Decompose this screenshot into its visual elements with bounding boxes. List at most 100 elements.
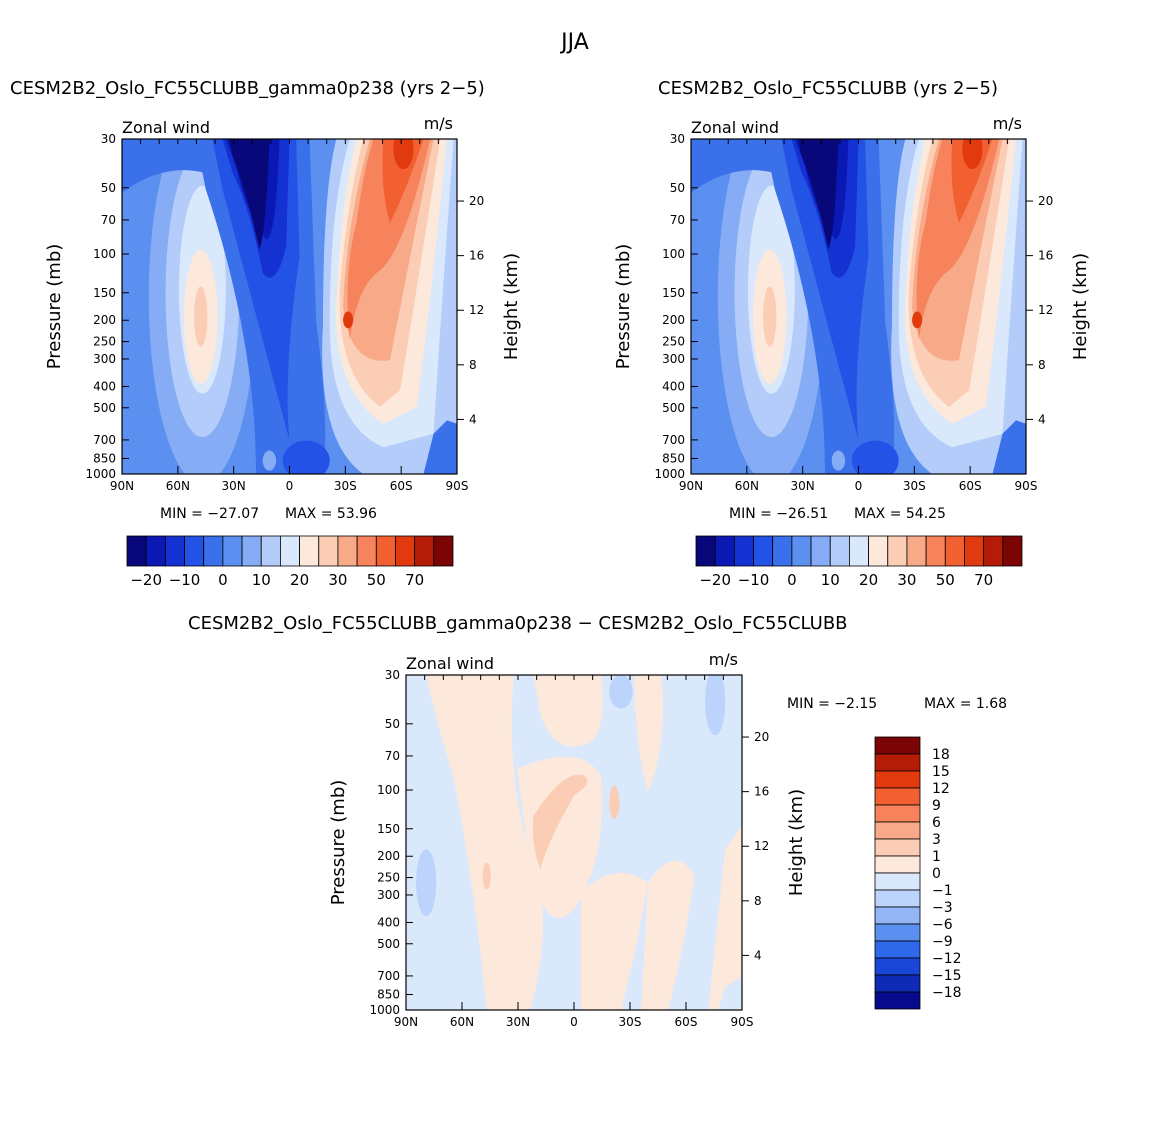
x-tick-label: 90S (731, 1015, 754, 1029)
x-tick-label: 60N (450, 1015, 474, 1029)
contour-diff-pos-spot (609, 785, 620, 820)
height-tick-label: 20 (754, 730, 769, 744)
min-label: MIN = −2.15 (787, 696, 877, 712)
max-label: MAX = 1.68 (924, 696, 1007, 712)
panel-title: CESM2B2_Oslo_FC55CLUBB_gamma0p238 (yrs 2… (10, 78, 485, 99)
colorbar-swatch (874, 821, 921, 840)
colorbar-label: 50 (367, 571, 386, 589)
colorbar-label: 20 (859, 571, 878, 589)
contour-diff-neg-a (416, 849, 437, 917)
variable-label: Zonal wind (691, 118, 779, 137)
x-tick-label: 0 (286, 479, 294, 493)
y-tick-label: 250 (662, 335, 685, 349)
colorbar-swatch (874, 787, 921, 806)
colorbar-swatch (772, 535, 793, 567)
colorbar-swatch (733, 535, 754, 567)
plot-area-1 (122, 139, 457, 474)
colorbar-swatch (753, 535, 774, 567)
colorbar-swatch (874, 804, 921, 823)
colorbar-label: −18 (932, 985, 962, 1001)
x-tick-label: 0 (855, 479, 863, 493)
colorbar-label: 70 (974, 571, 993, 589)
y-tick-label: 700 (662, 433, 685, 447)
y-tick-label: 300 (662, 352, 685, 366)
y-tick-label: 70 (385, 749, 400, 763)
y-tick-label: 500 (377, 937, 400, 951)
colorbar-swatch (925, 535, 946, 567)
contour-tropics-neg25 (229, 139, 270, 250)
y-tick-label: 700 (93, 433, 116, 447)
y-axis-label: Pressure (mb) (613, 244, 634, 370)
contour-diff-surface (718, 976, 742, 1010)
contour-nh-jet-core (763, 286, 777, 347)
colorbar-label: 12 (932, 781, 950, 797)
colorbar-swatch (260, 535, 281, 567)
y-tick-label: 50 (670, 181, 685, 195)
contour-sh-40 (951, 139, 993, 223)
y-axis-label-right: Height (km) (1070, 253, 1091, 360)
y-tick-label: 200 (93, 313, 116, 327)
units-label: m/s (709, 650, 738, 669)
colorbar-swatch (299, 535, 320, 567)
y-tick-label: 300 (377, 888, 400, 902)
colorbar-swatch (280, 535, 300, 567)
colorbar-swatch (337, 535, 358, 567)
y-tick-label: 100 (662, 247, 685, 261)
panel-title: CESM2B2_Oslo_FC55CLUBB_gamma0p238 − CESM… (188, 613, 848, 634)
colorbar-label: 1 (932, 849, 941, 865)
colorbar-swatch (318, 535, 339, 567)
colorbar-label: −10 (738, 571, 770, 589)
x-tick-label: 60N (166, 479, 190, 493)
x-tick-label: 30S (903, 479, 926, 493)
y-tick-label: 150 (93, 286, 116, 300)
contour-surface-easterly (282, 440, 330, 474)
colorbar-label: 70 (405, 571, 424, 589)
height-tick-label: 8 (469, 358, 477, 372)
contour-diff-pos-d (634, 675, 664, 793)
colorbar-swatch (874, 753, 921, 772)
colorbar-swatch (145, 535, 166, 567)
contour-antarctic-surface (992, 420, 1026, 474)
y-tick-label: 1000 (85, 467, 116, 481)
colorbar-label: 50 (936, 571, 955, 589)
x-tick-label: 60S (675, 1015, 698, 1029)
y-tick-label: 100 (93, 247, 116, 261)
height-tick-label: 4 (1038, 412, 1046, 426)
y-tick-label: 500 (93, 401, 116, 415)
colorbar-swatch (791, 535, 812, 567)
contour-sh-polar-night-jet (962, 139, 983, 170)
contour-diff-pos-a (426, 675, 543, 1010)
y-tick-label: 150 (377, 822, 400, 836)
colorbar-swatch (944, 535, 965, 567)
y-tick-label: 30 (385, 668, 400, 682)
colorbar-swatch (874, 974, 921, 993)
contour-diff-pos-c (533, 675, 603, 747)
y-tick-label: 850 (93, 451, 116, 465)
y-tick-label: 1000 (654, 467, 685, 481)
colorbar-swatch (433, 535, 454, 567)
colorbar-label: 6 (932, 815, 941, 831)
height-tick-label: 12 (1038, 303, 1053, 317)
colorbar-swatch (126, 535, 147, 567)
contour-sh-jet-core (912, 311, 923, 329)
contour-diff-pos-e (580, 873, 648, 1010)
colorbar-label: −3 (932, 900, 953, 916)
y-tick-label: 70 (101, 213, 116, 227)
colorbar-swatch (874, 872, 921, 891)
contour-diff-pos-spot2 (482, 862, 491, 890)
colorbar-label: −12 (932, 951, 962, 967)
max-label: MAX = 54.25 (854, 506, 946, 522)
min-label: MIN = −27.07 (160, 506, 259, 522)
y-tick-label: 200 (662, 313, 685, 327)
y-tick-label: 150 (662, 286, 685, 300)
colorbar-swatch (874, 940, 921, 959)
y-tick-label: 250 (93, 335, 116, 349)
contour-surface-small (262, 450, 277, 471)
contour-surface-easterly (851, 440, 899, 474)
colorbar-label: 10 (821, 571, 840, 589)
height-tick-label: 12 (469, 303, 484, 317)
contour-sh-polar-night-jet (393, 139, 414, 170)
colorbar-label: −10 (169, 571, 201, 589)
colorbar-swatch (874, 991, 921, 1010)
x-tick-label: 90N (679, 479, 703, 493)
